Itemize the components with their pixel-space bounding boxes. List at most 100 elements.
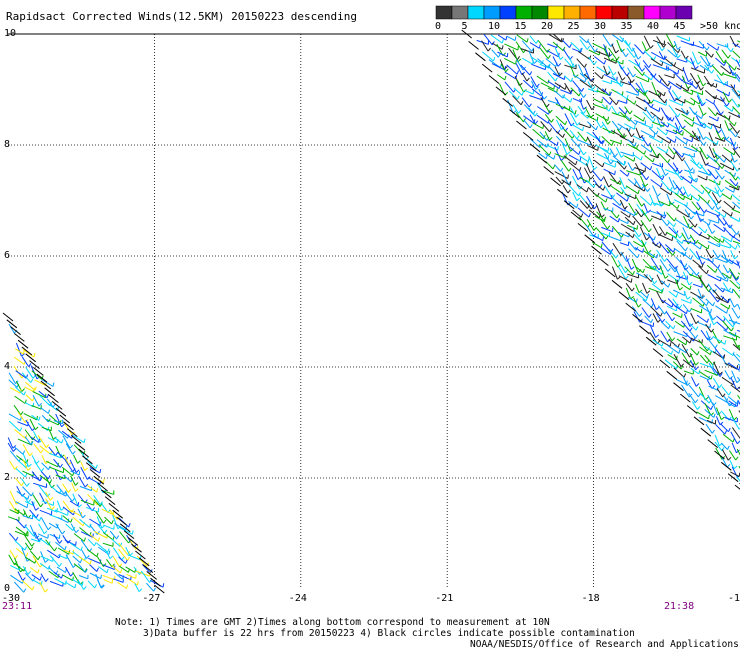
wind-barb-flag [679, 287, 684, 291]
swath-edge-barb [659, 359, 671, 369]
wind-barb-flag [633, 125, 636, 130]
wind-barb [674, 115, 684, 130]
wind-barb [634, 119, 646, 126]
wind-barb [25, 419, 33, 431]
wind-barb [704, 345, 716, 354]
wind-barb [731, 208, 740, 214]
wind-barb [61, 430, 72, 439]
swath-edge-barb [686, 405, 698, 414]
wind-barb [611, 80, 621, 85]
wind-barb [732, 201, 740, 209]
wind-barb-flag [79, 559, 83, 563]
wind-barb [609, 178, 621, 185]
wind-barb [675, 275, 688, 280]
wind-barb [619, 111, 630, 122]
wind-barb [721, 193, 731, 200]
wind-barb [649, 154, 659, 159]
wind-barb [722, 320, 732, 332]
wind-barb-flag [39, 576, 42, 581]
wind-barb [29, 567, 39, 574]
wind-barb [47, 437, 58, 444]
wind-barb-flag [575, 113, 579, 118]
wind-barb [683, 160, 692, 171]
wind-barb [537, 106, 549, 115]
wind-barb-flag [121, 575, 125, 580]
wind-barb-flag [576, 121, 581, 126]
wind-barb-flag [38, 438, 41, 443]
wind-barb [699, 163, 710, 176]
wind-barb-flag [517, 58, 522, 63]
wind-barb [714, 209, 726, 218]
wind-barb-flag [136, 580, 139, 586]
wind-barb [675, 98, 685, 104]
wind-barb [40, 555, 53, 562]
wind-barb [706, 202, 713, 210]
wind-barb [48, 429, 54, 440]
wind-barb [577, 159, 588, 167]
swath-edge-barb [74, 441, 86, 451]
wind-barb [41, 462, 49, 470]
swath-edge-barb [153, 584, 165, 594]
wind-barb-flag [586, 38, 589, 44]
wind-barb [521, 57, 533, 65]
wind-barb-flag [661, 47, 665, 52]
swath-edge-barb [123, 530, 135, 539]
wind-barb-flag [635, 298, 638, 303]
wind-barb-flag [27, 571, 31, 575]
wind-barb-flag [593, 227, 597, 231]
colorbar-swatch [579, 5, 597, 20]
swath-edge-barb [598, 257, 609, 266]
wind-barb [520, 64, 531, 76]
wind-barb-flag [643, 241, 647, 246]
wind-barb [656, 274, 663, 285]
wind-barb [672, 298, 680, 309]
wind-barb-flag [501, 45, 504, 50]
wind-barb-flag [539, 143, 542, 148]
swath-edge-barb [679, 393, 691, 403]
wind-barb [650, 257, 660, 271]
wind-barb-flag [612, 72, 617, 76]
wind-barb-flag [704, 123, 706, 128]
wind-barb-flag [84, 467, 88, 471]
wind-barb-flag [717, 129, 722, 134]
wind-barb-flag [736, 402, 739, 407]
wind-barb [680, 175, 692, 184]
wind-barb [729, 279, 740, 290]
wind-barb-flag [99, 468, 102, 473]
wind-barb [641, 123, 653, 129]
wind-barb [539, 47, 549, 59]
wind-barb-flag [44, 559, 49, 563]
wind-barb [668, 291, 677, 298]
wind-barb [513, 87, 523, 96]
wind-barb [31, 514, 40, 522]
wind-barb-flag [697, 406, 701, 410]
wind-barb [46, 507, 58, 513]
wind-barb [620, 81, 631, 86]
wind-barb [15, 501, 28, 509]
wind-barb [603, 162, 616, 168]
wind-barb-flag [653, 133, 656, 138]
wind-barb-flag [607, 121, 611, 125]
wind-barb [692, 121, 706, 129]
swath-edge-barb [563, 200, 575, 210]
swath-edge-barb [2, 312, 14, 322]
wind-barb-flag [712, 302, 716, 307]
wind-barb [658, 226, 666, 236]
swath-edge-barb [85, 462, 97, 471]
wind-barb-flag [47, 475, 51, 480]
wind-barb-flag [705, 284, 710, 289]
wind-barb-flag [126, 584, 129, 589]
wind-barb [632, 153, 642, 161]
colorbar-swatch [483, 5, 501, 20]
wind-barb [667, 279, 678, 285]
wind-barb-flag [47, 409, 51, 414]
wind-barb [106, 559, 113, 568]
wind-barb [631, 258, 639, 273]
wind-barb [627, 273, 639, 279]
wind-barb [515, 112, 524, 123]
wind-barb-flag [71, 508, 75, 513]
wind-barb-flag [733, 84, 736, 89]
wind-barb [696, 95, 703, 107]
wind-barb-flag [19, 389, 22, 394]
wind-barb-flag [574, 110, 577, 115]
